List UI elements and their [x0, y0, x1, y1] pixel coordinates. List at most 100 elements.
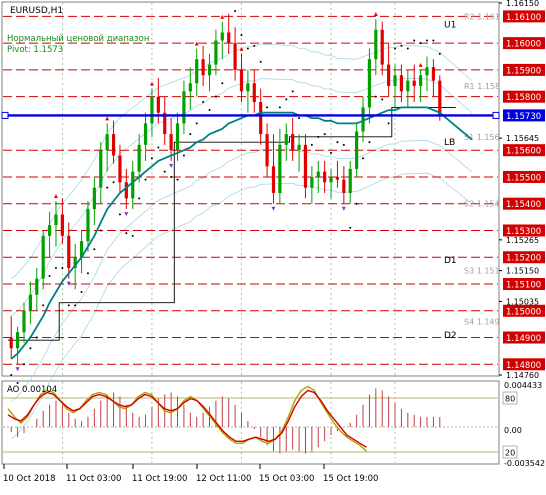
psar-dot	[285, 98, 288, 101]
candle-body	[316, 171, 320, 177]
candle-body	[438, 80, 442, 116]
level-label: 1.16100	[506, 13, 541, 23]
psar-dot	[112, 181, 115, 184]
psar-dot	[336, 141, 339, 144]
candle-body	[47, 225, 52, 236]
psar-dot	[131, 234, 134, 237]
axis-label: 1.16150	[506, 0, 539, 8]
candle-body	[399, 75, 404, 92]
pivot-level-label: S3 1.151	[464, 267, 500, 276]
psar-dot	[22, 363, 25, 366]
pivot-level-label: S2 1.154	[464, 200, 500, 209]
pivot-step	[8, 106, 456, 341]
level-label-box	[503, 224, 545, 237]
candle-body	[9, 337, 13, 349]
psar-dot	[182, 154, 185, 157]
psar-dot	[413, 39, 416, 42]
candle-body	[291, 134, 295, 151]
candle-body	[195, 59, 199, 84]
moving-average	[10, 106, 473, 360]
high-marker	[239, 46, 244, 51]
level-label: 1.14900	[506, 334, 541, 344]
psar-dot	[150, 157, 153, 160]
price-levels: 1.16100 1.16000 1.15900 1.15800 1.15600 1.155…	[3, 10, 545, 371]
candle-body	[323, 171, 327, 183]
axis-label: 1.15035	[506, 297, 539, 306]
psar-dot	[138, 197, 141, 200]
candle-body	[380, 29, 384, 65]
candle-body	[79, 241, 84, 258]
psar-dot	[349, 226, 352, 229]
psar-dot	[381, 98, 384, 101]
psar-dot	[42, 304, 45, 307]
candle-body	[412, 80, 416, 86]
psar-dot	[170, 175, 173, 178]
candle-body	[207, 64, 212, 76]
candle-body	[393, 75, 397, 86]
level-label: 1.15200	[506, 254, 541, 264]
candle-body	[41, 235, 45, 279]
psar-dot	[86, 272, 89, 275]
candle-body	[163, 112, 167, 135]
level-label: 1.15400	[506, 200, 541, 210]
candle-body	[406, 80, 410, 92]
candle-body	[355, 131, 359, 169]
level-label-box	[503, 304, 545, 317]
ao-level-mark: 80	[505, 395, 515, 404]
ao-panel[interactable]	[1, 380, 500, 465]
time-label: 15 Oct 19:00	[323, 474, 378, 484]
time-label: 15 Oct 03:00	[259, 474, 314, 484]
candle-body	[431, 67, 436, 81]
psar-dot	[368, 141, 371, 144]
symbol-title: EURUSD,H1	[10, 6, 63, 16]
envelope-line	[10, 140, 473, 403]
ao-scale-label: 0.004433	[504, 381, 542, 390]
psar-dot	[16, 382, 19, 385]
level-label-box	[503, 331, 545, 344]
candle-body	[303, 144, 308, 188]
candle-body	[239, 69, 244, 92]
axis-label: 1.14760	[506, 371, 539, 380]
ao-level-mark-box	[502, 445, 518, 459]
candle-body	[419, 75, 423, 86]
level-label: 1.15500	[506, 173, 541, 183]
candle-body	[246, 83, 250, 92]
time-label: 10 Oct 2018	[3, 474, 56, 484]
range-label-d1: D1	[444, 256, 457, 266]
psar-dot	[394, 47, 397, 50]
level-label-box	[503, 90, 545, 103]
high-marker	[53, 194, 58, 199]
level-label: 1.15800	[506, 93, 541, 103]
range-indicator-title: Нормальный ценовой диапазон	[7, 34, 149, 44]
main-plot-area[interactable]	[1, 1, 500, 377]
psar-dot	[93, 248, 96, 251]
level-label: 1.15300	[506, 227, 541, 237]
psar-dot	[221, 82, 224, 85]
psar-dot	[323, 133, 326, 136]
current-price-line[interactable]: 1.15730	[1, 109, 545, 122]
candle-body	[342, 179, 346, 194]
psar-dot	[157, 146, 160, 149]
candle-body	[348, 168, 352, 194]
ao-level-mark-box	[502, 391, 518, 405]
psar-dot	[125, 232, 128, 235]
high-marker	[220, 14, 225, 19]
level-label: 1.15600	[506, 147, 541, 157]
candle-body	[60, 214, 64, 236]
candle-body	[22, 310, 26, 333]
low-marker	[271, 206, 276, 211]
psar-dot	[426, 39, 429, 42]
level-label: 1.14800	[506, 361, 541, 371]
low-marker	[124, 212, 129, 217]
candle-body	[201, 59, 205, 76]
psar-dot	[400, 44, 403, 47]
psar-dot	[61, 266, 64, 269]
level-label-box	[503, 10, 545, 23]
psar-dot	[234, 10, 237, 13]
candle-body	[86, 209, 90, 242]
psar-dot	[387, 122, 390, 125]
candles	[9, 13, 442, 365]
psar-dot	[362, 157, 365, 160]
psar-dot	[278, 106, 281, 109]
